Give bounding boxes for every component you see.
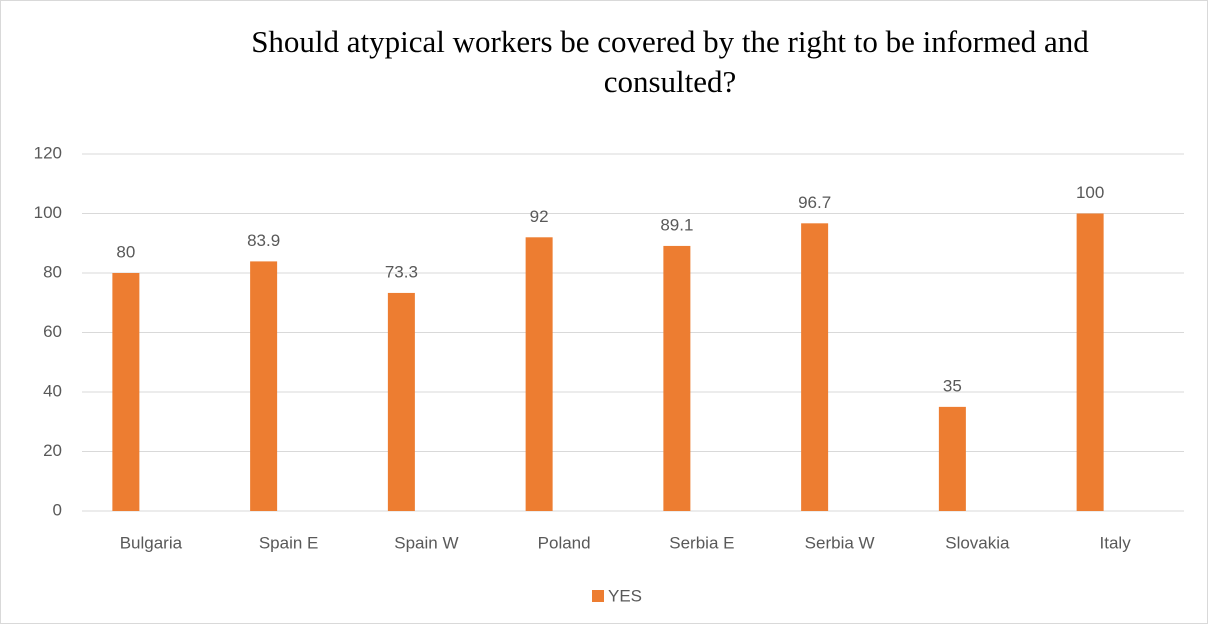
bar (525, 237, 553, 512)
bar (801, 223, 829, 511)
x-tick-label: Poland (538, 533, 591, 552)
x-tick-label: Serbia W (805, 533, 875, 552)
data-label: 96.7 (798, 193, 831, 212)
bar (250, 261, 278, 511)
y-tick-label: 100 (34, 203, 62, 222)
x-tick-label: Italy (1100, 533, 1132, 552)
y-tick-label: 120 (34, 143, 62, 162)
chart-title: Should atypical workers be covered by th… (251, 24, 1089, 99)
data-label: 100 (1076, 183, 1104, 202)
data-label: 83.9 (247, 231, 280, 250)
x-tick-label: Spain W (394, 533, 458, 552)
y-tick-label: 80 (43, 262, 62, 281)
bar (1076, 213, 1104, 511)
legend-label: YES (608, 586, 642, 605)
x-tick-label: Slovakia (945, 533, 1010, 552)
bar (663, 245, 691, 512)
data-label: 80 (116, 242, 135, 261)
legend-swatch (592, 590, 604, 602)
data-label: 73.3 (385, 262, 418, 281)
x-tick-label: Spain E (259, 533, 319, 552)
x-tick-label: Serbia E (669, 533, 734, 552)
x-tick-label: Bulgaria (120, 533, 183, 552)
y-tick-label: 60 (43, 322, 62, 341)
bar (387, 292, 415, 511)
y-tick-label: 40 (43, 381, 62, 400)
data-label: 89.1 (660, 215, 693, 234)
y-tick-label: 0 (53, 500, 62, 519)
data-label: 92 (530, 207, 549, 226)
bar (112, 273, 140, 511)
y-tick-label: 20 (43, 441, 62, 460)
data-label: 35 (943, 376, 962, 395)
bar (938, 406, 966, 511)
